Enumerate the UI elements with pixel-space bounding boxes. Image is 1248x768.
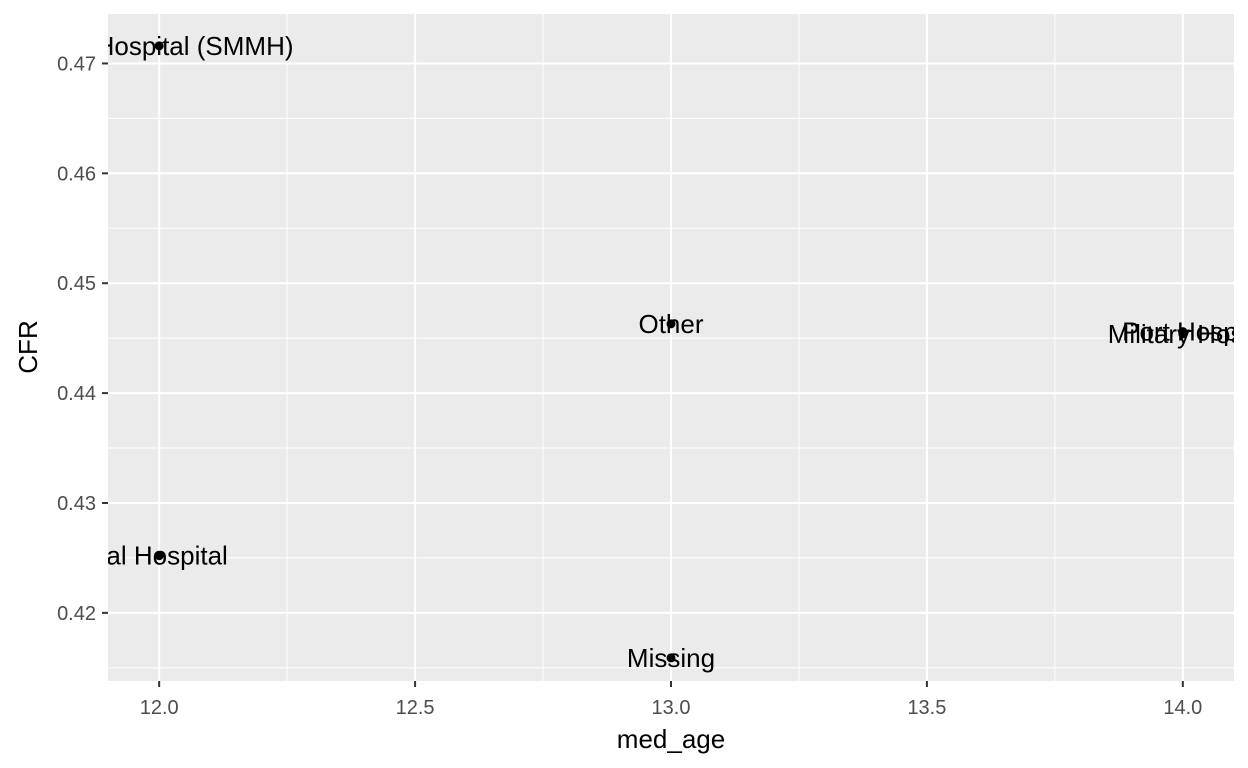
point-label: Military Hosp (1108, 319, 1248, 349)
y-axis-title: CFR (13, 320, 43, 373)
x-tick-label: 12.0 (140, 697, 179, 719)
data-point (666, 653, 676, 663)
x-axis-title: med_age (617, 724, 725, 754)
point-label: Other (638, 309, 703, 339)
y-tick-label: 0.42 (57, 603, 96, 625)
point-label: tral Hospital (91, 541, 228, 571)
data-point (154, 41, 164, 51)
y-tick-label: 0.44 (57, 383, 96, 405)
major-gridlines (108, 14, 1234, 681)
data-points (154, 41, 1188, 663)
x-tick-label: 12.5 (396, 697, 435, 719)
x-axis-ticks: 12.0 12.5 13.0 13.5 14.0 (140, 681, 1202, 719)
y-tick-label: 0.47 (57, 53, 96, 75)
y-tick-label: 0.46 (57, 163, 96, 185)
y-tick-label: 0.43 (57, 493, 96, 515)
y-axis-ticks: 0.42 0.43 0.44 0.45 0.46 0.47 (57, 53, 108, 625)
point-labels: ernity Hospital (SMMH) tral Hospital Other… (25, 31, 1248, 673)
point-label: Port Hospi (1122, 317, 1243, 347)
y-tick-label: 0.45 (57, 273, 96, 295)
data-point (666, 319, 676, 329)
data-point (154, 551, 164, 561)
x-tick-label: 14.0 (1163, 697, 1202, 719)
data-point (1178, 329, 1188, 339)
x-tick-label: 13.5 (907, 697, 946, 719)
point-label: Missing (627, 643, 715, 673)
point-label: ernity Hospital (SMMH) (25, 31, 294, 61)
x-tick-label: 13.0 (652, 697, 691, 719)
